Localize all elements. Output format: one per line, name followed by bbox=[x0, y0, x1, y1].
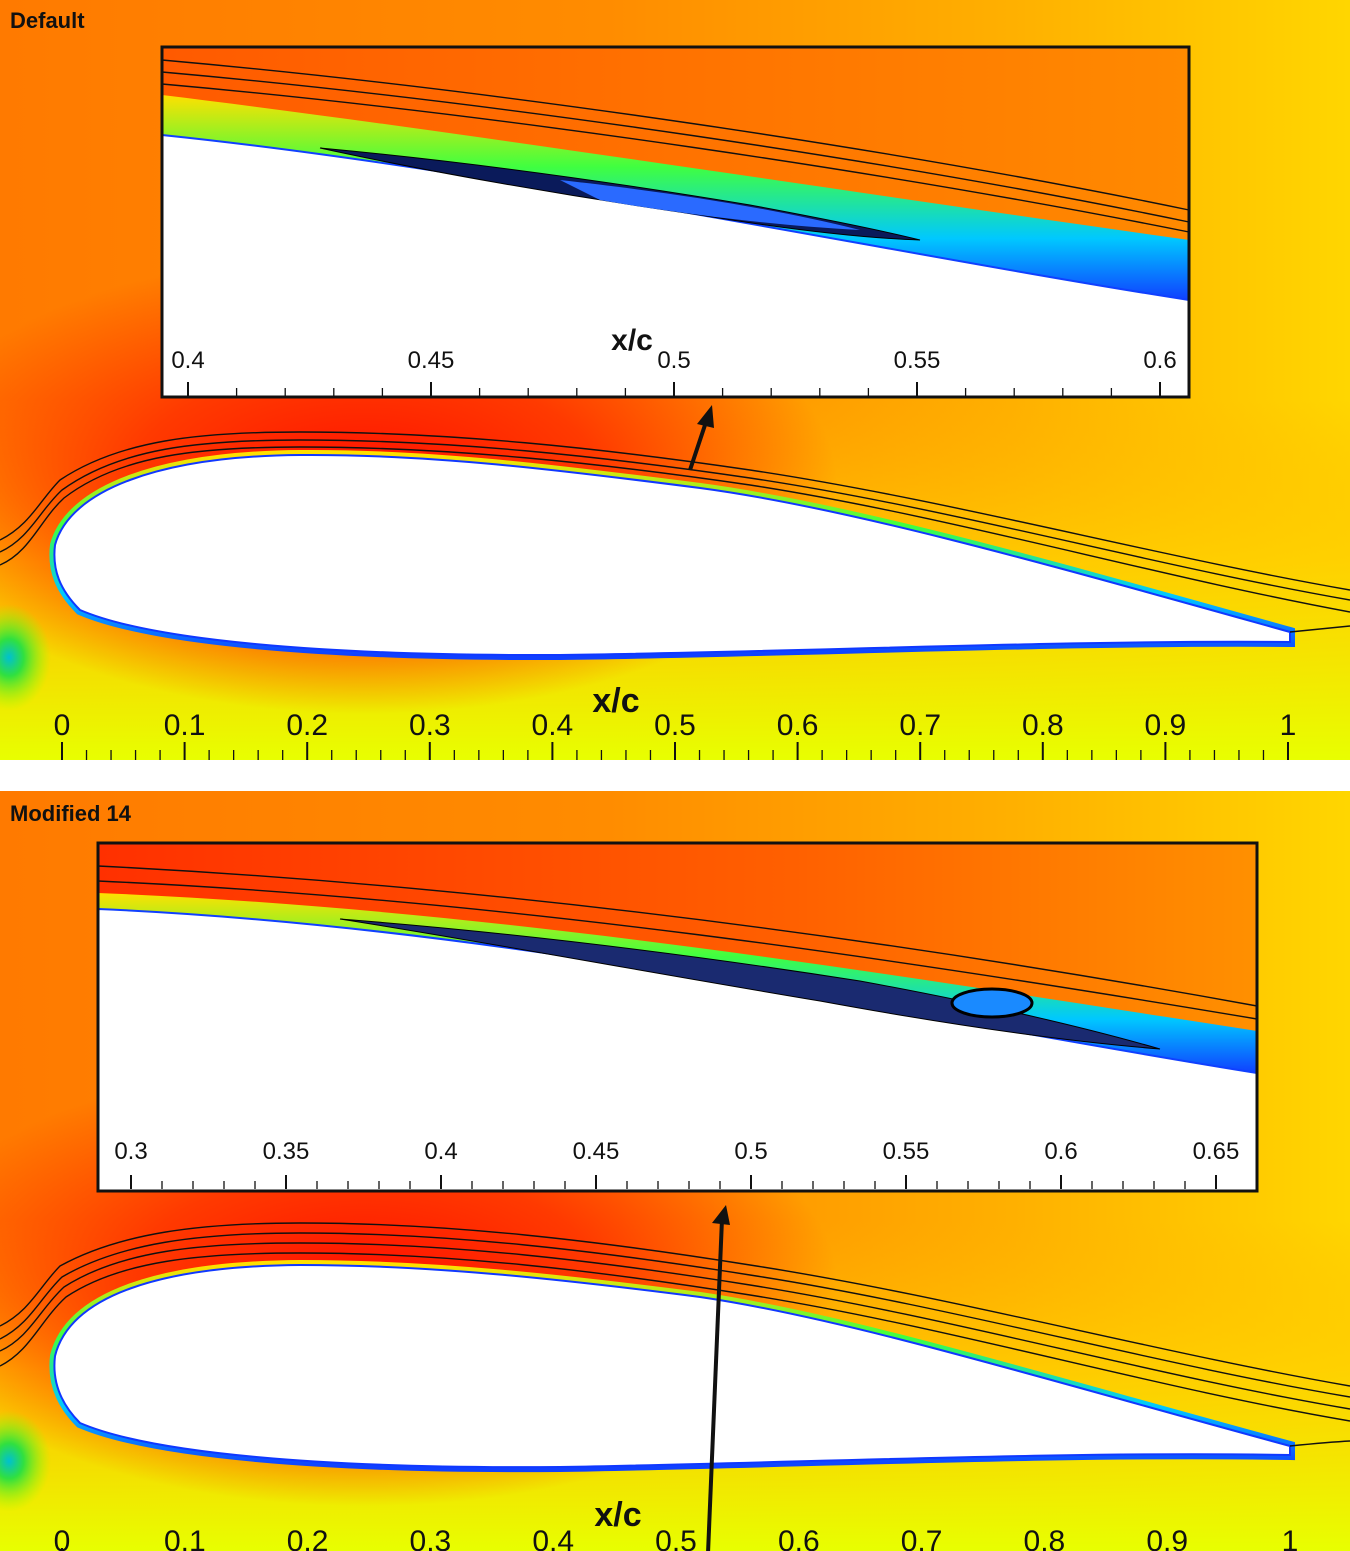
tick-label: 0.4 bbox=[171, 347, 204, 374]
panel-label: Default bbox=[10, 8, 85, 33]
tick-label: 0.9 bbox=[1146, 1525, 1188, 1551]
separation-region bbox=[339, 918, 1161, 1050]
inset-streamline bbox=[161, 71, 1190, 223]
airfoil bbox=[53, 453, 1291, 657]
streamline bbox=[0, 446, 1350, 613]
tick-label: 0.4 bbox=[424, 1138, 457, 1165]
inset-boundary-layer bbox=[98, 893, 1257, 1073]
tick-label: 0.6 bbox=[777, 709, 819, 742]
tick-label: 0.8 bbox=[1022, 709, 1064, 742]
tick-label: 1 bbox=[1280, 709, 1297, 742]
streamline bbox=[0, 1252, 1350, 1422]
inset-view bbox=[96, 841, 1259, 1193]
main-axis: 0 0.1 0.2 0.3 0.4 0.5 0.6 0.7 0.8 0.9 1 bbox=[54, 1525, 1299, 1551]
tick-label: 0.2 bbox=[286, 709, 328, 742]
arrowhead bbox=[712, 1205, 730, 1225]
panel-default: 0.4 0.45 0.5 0.55 0.6 x/c Default 0 0.1 0.2 0.3… bbox=[0, 0, 1350, 760]
tick-label: 0.45 bbox=[573, 1138, 620, 1165]
inset-axis: 0.3 0.35 0.4 0.45 0.5 0.55 0.6 0.65 bbox=[114, 1138, 1239, 1189]
streamline bbox=[0, 439, 1350, 601]
panel-modified: 0.3 0.35 0.4 0.45 0.5 0.55 0.6 0.65 Modified 14… bbox=[0, 791, 1350, 1551]
tick-label: 0.35 bbox=[263, 1138, 310, 1165]
streamline bbox=[0, 1232, 1350, 1398]
tick-label: 0.4 bbox=[532, 1525, 574, 1551]
tick-label: 1 bbox=[1282, 1525, 1299, 1551]
tick-label: 0 bbox=[54, 709, 71, 742]
inset-pointer-arrow bbox=[706, 1218, 724, 1551]
streamline bbox=[1289, 625, 1350, 633]
inset-streamline bbox=[97, 880, 1258, 1020]
airfoil bbox=[53, 1263, 1291, 1469]
tick-label: 0.1 bbox=[164, 709, 206, 742]
tick-label: 0.7 bbox=[901, 1525, 943, 1551]
tick-label: 0.45 bbox=[408, 347, 455, 374]
streamline bbox=[0, 1222, 1350, 1387]
tick-label: 0.65 bbox=[1193, 1138, 1240, 1165]
tick-label: 0.2 bbox=[287, 1525, 329, 1551]
streamline bbox=[0, 1242, 1350, 1410]
tick-label: 0.5 bbox=[657, 347, 690, 374]
separation-bubble-core bbox=[560, 180, 860, 230]
tick-label: 0.8 bbox=[1024, 1525, 1066, 1551]
inset-axis: 0.4 0.45 0.5 0.55 0.6 bbox=[171, 347, 1177, 396]
tick-label: 0.3 bbox=[409, 709, 451, 742]
inset-streamline bbox=[97, 865, 1258, 1007]
tick-label: 0.7 bbox=[899, 709, 941, 742]
tick-label: 0.55 bbox=[894, 347, 941, 374]
tick-label: 0 bbox=[54, 1525, 71, 1551]
main-axis-title: x/c bbox=[592, 682, 639, 720]
inset-axis-title: x/c bbox=[611, 324, 653, 357]
streamline bbox=[1289, 1440, 1350, 1447]
main-axis: 0 0.1 0.2 0.3 0.4 0.5 0.6 0.7 0.8 0.9 1 bbox=[54, 709, 1297, 760]
inset-streamline bbox=[161, 59, 1190, 211]
inset-view bbox=[160, 45, 1191, 399]
arrowhead bbox=[697, 405, 714, 428]
tick-label: 0.9 bbox=[1145, 709, 1187, 742]
tick-label: 0.6 bbox=[1044, 1138, 1077, 1165]
separation-bubble bbox=[950, 987, 1034, 1019]
streamline bbox=[0, 431, 1350, 591]
tick-label: 0.5 bbox=[734, 1138, 767, 1165]
tick-label: 0.55 bbox=[883, 1138, 930, 1165]
panel-label: Modified 14 bbox=[10, 801, 132, 826]
tick-label: 0.1 bbox=[164, 1525, 206, 1551]
tick-label: 0.3 bbox=[114, 1138, 147, 1165]
tick-label: 0.6 bbox=[778, 1525, 820, 1551]
inset-streamline bbox=[161, 83, 1190, 233]
tick-label: 0.3 bbox=[410, 1525, 452, 1551]
inset-pointer-arrow bbox=[688, 421, 708, 471]
tick-label: 0.5 bbox=[654, 709, 696, 742]
inset-airfoil-surface bbox=[161, 133, 1190, 398]
tick-label: 0.4 bbox=[532, 709, 574, 742]
main-axis-title: x/c bbox=[594, 1496, 641, 1534]
tick-label: 0.5 bbox=[655, 1525, 697, 1551]
tick-label: 0.6 bbox=[1143, 347, 1176, 374]
